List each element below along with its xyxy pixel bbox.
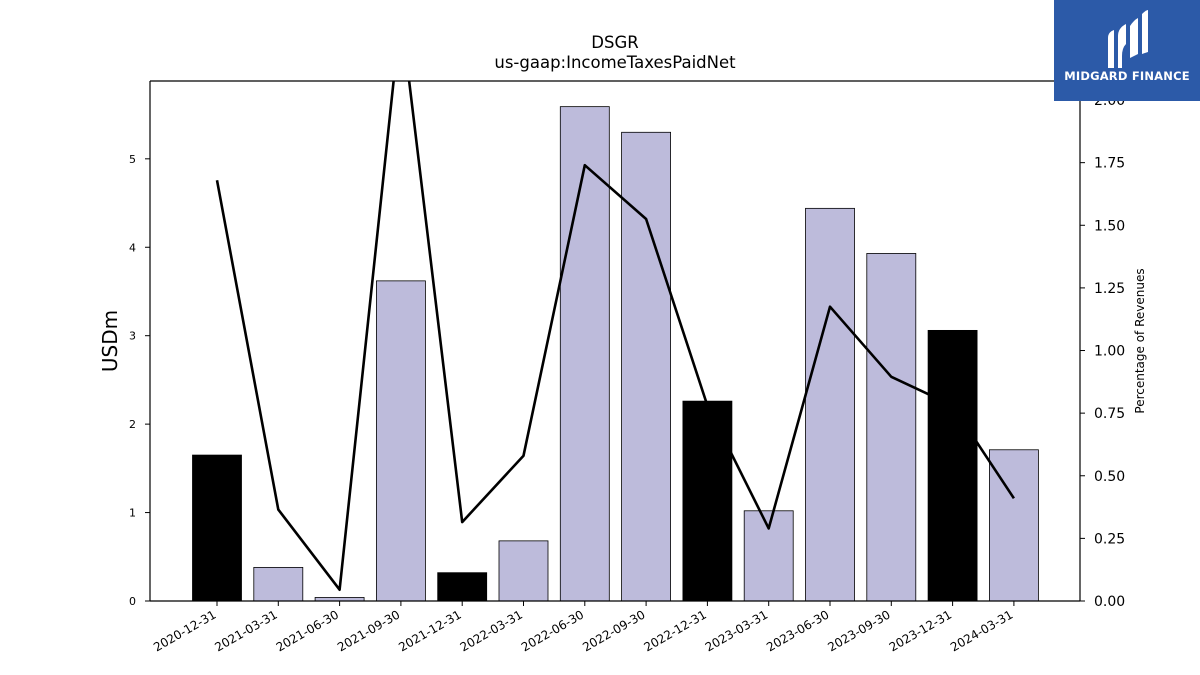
bar-2022-03-31 (498, 540, 549, 602)
x-tick-label: 2021-12-31 (396, 607, 463, 654)
bar-2020-12-31 (192, 454, 242, 602)
y-tick-label: 2 (129, 418, 136, 431)
bars-group (192, 106, 1039, 602)
y2-tick-label: 0.25 (1094, 531, 1125, 547)
y2-tick-label: 1.00 (1094, 344, 1125, 360)
y2-axis-label: Percentage of Revenues (1133, 268, 1147, 413)
y2-tick-label: 0.00 (1094, 594, 1125, 610)
y-axis-label: USDm (98, 310, 122, 372)
x-tick-label: 2021-03-31 (212, 607, 279, 654)
x-tick-label: 2023-06-30 (764, 607, 831, 654)
bar-2022-12-31 (682, 400, 733, 602)
x-tick-label: 2022-06-30 (519, 607, 586, 654)
logo-mark-icon (1108, 10, 1148, 68)
y-tick-label: 5 (129, 153, 136, 166)
x-tick-label: 2022-09-30 (580, 607, 647, 654)
x-tick-label: 2021-06-30 (274, 607, 341, 654)
y-tick-label: 0 (129, 595, 136, 608)
midgard-finance-logo: MIDGARD FINANCE (1054, 0, 1200, 101)
chart-subtitle: us-gaap:IncomeTaxesPaidNet (494, 53, 736, 72)
y-tick-label: 3 (129, 330, 136, 343)
y-tick-label: 1 (129, 507, 136, 520)
bar-2021-03-31 (253, 566, 304, 602)
x-tick-label: 2023-09-30 (825, 607, 892, 654)
y2-tick-label: 1.25 (1094, 281, 1125, 297)
bar-2023-09-30 (866, 253, 917, 602)
x-tick-label: 2023-03-31 (703, 607, 770, 654)
bar-2021-12-31 (437, 572, 488, 602)
bar-2023-12-31 (927, 329, 978, 602)
x-tick-label: 2021-09-30 (335, 607, 402, 654)
bar-2023-06-30 (805, 207, 855, 602)
y2-tick-label: 0.50 (1094, 469, 1125, 485)
x-tick-label: 2022-03-31 (458, 607, 525, 654)
line-group (215, 81, 1015, 592)
y2-tick-label: 1.50 (1094, 218, 1125, 234)
series-line (215, 81, 1015, 592)
bar-2021-09-30 (375, 280, 426, 602)
y2-tick-label: 1.75 (1094, 156, 1125, 172)
logo-text: MIDGARD FINANCE (1064, 69, 1190, 83)
x-tick-label: 2020-12-31 (151, 607, 218, 654)
y-tick-label: 4 (129, 241, 136, 254)
chart-title: DSGR (591, 33, 638, 52)
y2-tick-label: 0.75 (1094, 406, 1125, 422)
x-tick-label: 2023-12-31 (887, 607, 954, 654)
x-tick-label: 2024-03-31 (948, 607, 1015, 654)
x-tick-label: 2022-12-31 (641, 607, 708, 654)
bar-2022-06-30 (559, 106, 610, 602)
